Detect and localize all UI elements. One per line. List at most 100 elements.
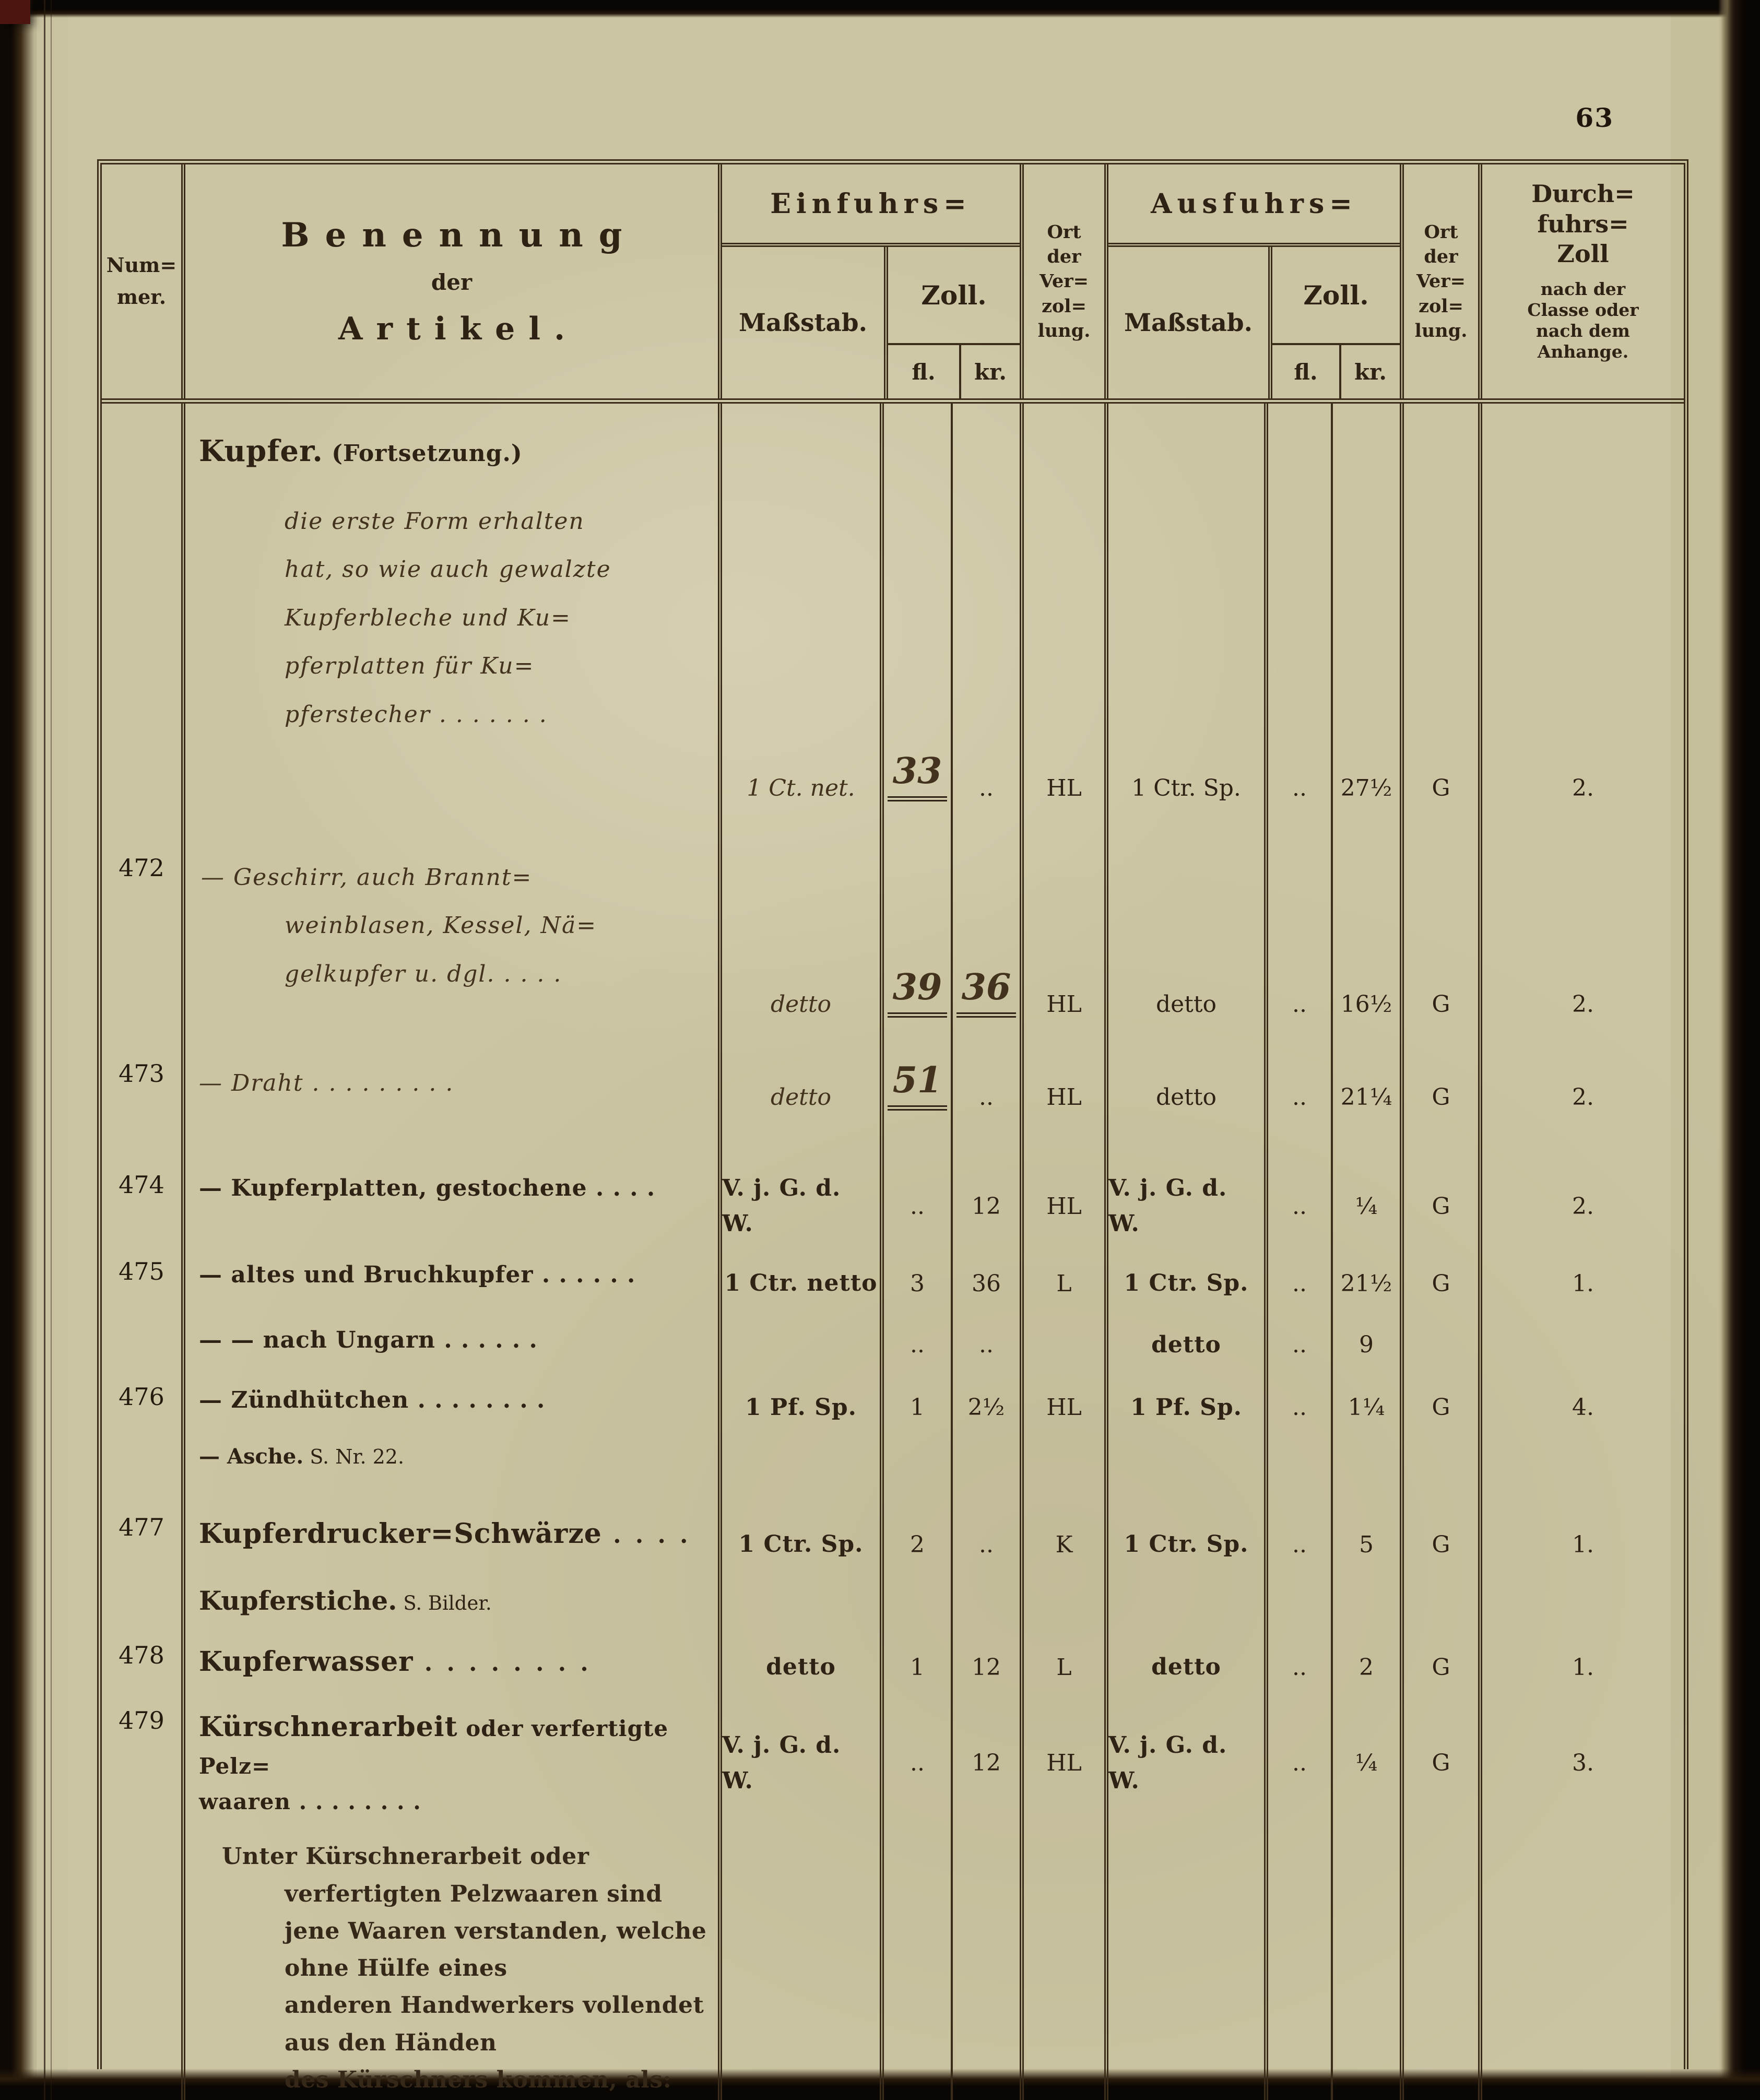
- cell-ort-ausfuhr: G: [1400, 482, 1478, 833]
- cell-fl-ausfuhr: ..: [1264, 1242, 1331, 1310]
- cell-masstab-einfuhr: [718, 1576, 880, 1623]
- cell-durchfuhr: 2.: [1478, 1142, 1684, 1242]
- header-ausfuhr-title: Ausfuhrs=: [1108, 164, 1400, 247]
- cell-masstab-ausfuhr: [1104, 1820, 1264, 2100]
- cell-masstab-ausfuhr: V. j. G. d. W.: [1104, 1693, 1264, 1820]
- cell-ort-einfuhr: [1020, 404, 1104, 482]
- header-ort-ausfuhr: Ort der Ver= zol= lung.: [1400, 164, 1478, 398]
- header-einfuhr-kr: kr.: [959, 345, 1020, 398]
- cell-durchfuhr: 2.: [1478, 833, 1684, 1049]
- header-einfuhr-title: Einfuhrs=: [722, 164, 1020, 247]
- cell-kr-einfuhr: 2½: [951, 1367, 1020, 1433]
- cell-fl-ausfuhr: ..: [1264, 1049, 1331, 1142]
- cell-masstab-einfuhr: 1 Ctr. Sp.: [718, 1479, 880, 1576]
- cell-nummer: [102, 404, 181, 482]
- entry-title: Kupferwasser: [199, 1646, 414, 1678]
- cell-nummer: [102, 1309, 181, 1367]
- table-row-476: 476 — Zündhütchen . . . . . . . . 1 Pf. …: [102, 1367, 1684, 1433]
- cell-fl-einfuhr: 1: [880, 1367, 951, 1433]
- cell-ort-ausfuhr: G: [1400, 833, 1478, 1049]
- cell-nummer: 476: [119, 1383, 164, 1411]
- header-ausfuhr-kr: kr.: [1339, 345, 1400, 398]
- cell-masstab-ausfuhr: detto: [1104, 1049, 1264, 1142]
- cell-benennung: — Zündhütchen . . . . . . . .: [181, 1367, 718, 1433]
- cell-benennung: Kupferstiche. S. Bilder.: [181, 1576, 718, 1623]
- cell-fl-ausfuhr: [1264, 1820, 1331, 2100]
- cell-nummer: 472: [119, 854, 164, 882]
- cell-kr-ausfuhr: 9: [1331, 1309, 1400, 1367]
- cell-nummer: 477: [119, 1513, 164, 1542]
- cell-ort-einfuhr: HL: [1020, 1049, 1104, 1142]
- cell-ort-ausfuhr: G: [1400, 1693, 1478, 1820]
- cell-fl-einfuhr: 3: [880, 1242, 951, 1310]
- table-row-nach-ungarn: — — nach Ungarn . . . . . . .. .. detto …: [102, 1309, 1684, 1367]
- cell-ort-ausfuhr: G: [1400, 1623, 1478, 1694]
- header-ausfuhr-masstab: Maßstab.: [1124, 308, 1253, 337]
- cell-benennung: Kupferwasser . . . . . . . .: [181, 1623, 718, 1694]
- cell-masstab-ausfuhr: [1104, 1432, 1264, 1480]
- cell-fl-ausfuhr: [1264, 1576, 1331, 1623]
- cell-fl-ausfuhr: ..: [1264, 1142, 1331, 1242]
- header-ausfuhr-fl: fl.: [1294, 359, 1318, 385]
- cell-kr-ausfuhr: 2: [1331, 1623, 1400, 1694]
- cell-masstab-einfuhr: [718, 1432, 880, 1480]
- cell-kr-einfuhr: [951, 1432, 1020, 1480]
- cell-durchfuhr: [1478, 1432, 1684, 1480]
- cell-fl-einfuhr: [880, 1432, 951, 1480]
- cell-ort-einfuhr: [1020, 1820, 1104, 2100]
- entry-suffix: (Fortsetzung.): [323, 440, 523, 467]
- cell-durchfuhr: 2.: [1478, 1049, 1684, 1142]
- cell-ort-ausfuhr: G: [1400, 1367, 1478, 1433]
- entry-suffix: S. Nr. 22.: [303, 1445, 405, 1469]
- cell-nummer: 474: [119, 1171, 164, 1199]
- cell-fl-ausfuhr: ..: [1264, 1693, 1331, 1820]
- entry-title: Kürschnerarbeit: [199, 1711, 458, 1743]
- cell-kr-einfuhr: 12: [951, 1623, 1020, 1694]
- cell-kr-ausfuhr: [1331, 404, 1400, 482]
- cell-nummer: [102, 1432, 181, 1479]
- cell-kr-ausfuhr: [1331, 1576, 1400, 1623]
- cell-kr-ausfuhr: [1331, 1820, 1400, 2100]
- header-einfuhr-group: Einfuhrs= Maßstab. Zoll. fl. kr.: [718, 164, 1020, 398]
- cell-kr-ausfuhr: 16½: [1331, 833, 1400, 1049]
- cell-kr-einfuhr: [951, 1576, 1020, 1623]
- table-header: Num= mer. Benennung der Artikel. Einfuhr…: [102, 164, 1684, 404]
- cell-benennung: — Asche. S. Nr. 22.: [181, 1432, 718, 1480]
- cell-fl-einfuhr: [880, 1576, 951, 1623]
- cell-kr-einfuhr: 36: [951, 1242, 1020, 1310]
- cell-fl-ausfuhr: ..: [1264, 1367, 1331, 1433]
- table-row-479: 479 Kürschnerarbeit oder verfertigte Pel…: [102, 1693, 1684, 1820]
- cell-durchfuhr: 1.: [1478, 1623, 1684, 1694]
- table-row-478: 478 Kupferwasser . . . . . . . . detto 1…: [102, 1623, 1684, 1694]
- cell-fl-einfuhr: 39: [880, 833, 951, 1049]
- cell-ort-einfuhr: L: [1020, 1242, 1104, 1310]
- cell-kr-einfuhr: [951, 404, 1020, 482]
- header-nummer: Num= mer.: [106, 253, 177, 309]
- cell-benennung: Kupfer. (Fortsetzung.): [181, 404, 718, 482]
- cell-nummer: 478: [119, 1641, 164, 1670]
- cell-kr-einfuhr: [951, 1820, 1020, 2100]
- cell-kr-einfuhr: ..: [951, 1049, 1020, 1142]
- cell-nummer: 479: [119, 1706, 164, 1735]
- cell-masstab-einfuhr: 1 Ct. net.: [718, 482, 880, 833]
- cell-kr-ausfuhr: 5: [1331, 1479, 1400, 1576]
- header-ausfuhr-zoll: Zoll.: [1272, 247, 1400, 345]
- entry-suffix: oder verfertigte Pelz= waaren . . . . . …: [199, 1716, 669, 1815]
- entry-suffix: . . . . . . . .: [413, 1650, 592, 1677]
- cell-masstab-ausfuhr: 1 Pf. Sp.: [1104, 1367, 1264, 1433]
- cell-nummer: [102, 1820, 181, 2100]
- cell-fl-einfuhr: [880, 1820, 951, 2100]
- cell-benennung: — Geschirr, auch Brannt= weinblasen, Kes…: [181, 833, 718, 1049]
- cell-masstab-einfuhr: detto: [718, 1049, 880, 1142]
- header-durchfuhr-sub: nach der Classe oder nach dem Anhange.: [1527, 278, 1639, 362]
- cell-ort-ausfuhr: G: [1400, 1242, 1478, 1310]
- cell-benennung: Kürschnerarbeit oder verfertigte Pelz= w…: [181, 1693, 718, 1820]
- cell-fl-ausfuhr: ..: [1264, 1623, 1331, 1694]
- table-row-472: 472 — Geschirr, auch Brannt= weinblasen,…: [102, 833, 1684, 1049]
- cell-masstab-ausfuhr: V. j. G. d. W.: [1104, 1142, 1264, 1242]
- cell-ort-einfuhr: HL: [1020, 1367, 1104, 1433]
- cell-fl-einfuhr: 2: [880, 1479, 951, 1576]
- cell-masstab-ausfuhr: 1 Ctr. Sp.: [1104, 1242, 1264, 1310]
- cell-ort-einfuhr: HL: [1020, 482, 1104, 833]
